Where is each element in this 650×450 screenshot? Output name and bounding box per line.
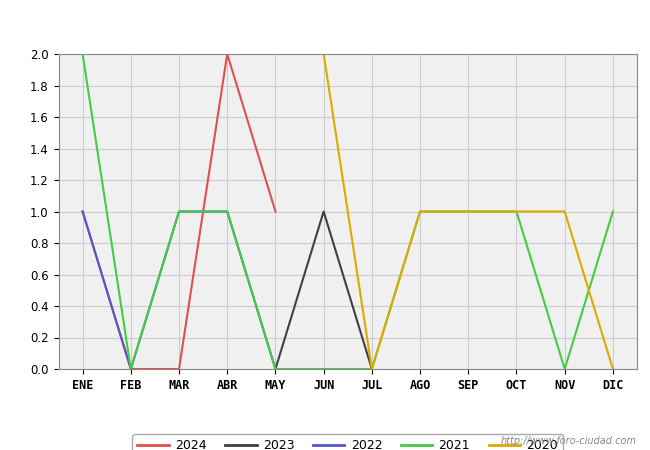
Text: http://www.foro-ciudad.com: http://www.foro-ciudad.com	[501, 436, 637, 446]
Line: 2024: 2024	[83, 54, 276, 369]
2022	[127, 366, 135, 372]
2023	[368, 366, 376, 372]
2024	[175, 366, 183, 372]
Line: 2022: 2022	[83, 212, 276, 369]
2024	[224, 51, 231, 57]
2022	[272, 366, 280, 372]
2020	[320, 51, 328, 57]
2020	[368, 366, 376, 372]
Text: Matriculaciones de Vehiculos en Nueva Villa de las Torres: Matriculaciones de Vehiculos en Nueva Vi…	[67, 14, 583, 32]
Legend: 2024, 2023, 2022, 2021, 2020: 2024, 2023, 2022, 2021, 2020	[133, 434, 563, 450]
2021	[464, 209, 472, 214]
2024	[127, 366, 135, 372]
2021	[224, 209, 231, 214]
2021	[272, 366, 280, 372]
2022	[79, 209, 86, 214]
2021	[320, 366, 328, 372]
Line: 2023: 2023	[276, 212, 372, 369]
2024	[272, 209, 280, 214]
2022	[175, 209, 183, 214]
2023	[272, 366, 280, 372]
2021	[175, 209, 183, 214]
Line: 2021: 2021	[83, 54, 613, 369]
2021	[416, 209, 424, 214]
2020	[513, 209, 521, 214]
2020	[609, 366, 617, 372]
2021	[368, 366, 376, 372]
2020	[416, 209, 424, 214]
2021	[609, 209, 617, 214]
2023	[320, 209, 328, 214]
2021	[513, 209, 521, 214]
2020	[561, 209, 569, 214]
2020	[464, 209, 472, 214]
2021	[79, 51, 86, 57]
Line: 2020: 2020	[324, 54, 613, 369]
2021	[127, 366, 135, 372]
2022	[224, 209, 231, 214]
2021	[561, 366, 569, 372]
2024	[79, 209, 86, 214]
